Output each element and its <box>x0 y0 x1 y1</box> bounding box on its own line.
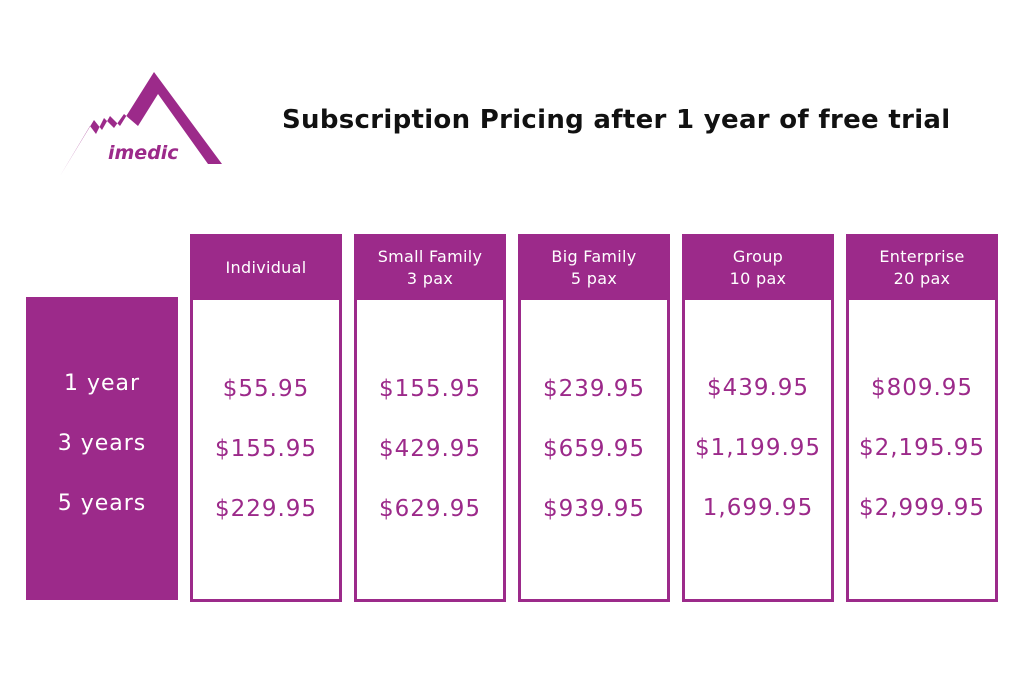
price-3-years: $659.95 <box>542 436 646 462</box>
period-label: 1 year <box>63 371 141 396</box>
plan-group: Group 10 pax $439.95 $1,199.95 1,699.95 <box>682 234 834 602</box>
logo: imedic <box>58 68 228 178</box>
plan-individual: Individual $55.95 $155.95 $229.95 <box>190 234 342 602</box>
price-1-year: $155.95 <box>378 376 482 402</box>
plan-header: Enterprise 20 pax <box>846 234 998 302</box>
plan-size: 20 pax <box>893 269 951 288</box>
plan-name: Individual <box>225 258 307 277</box>
period-label: 3 years <box>57 431 147 456</box>
price-1-year: $439.95 <box>706 375 810 401</box>
period-label: 5 years <box>57 491 147 516</box>
plan-size: 5 pax <box>570 269 618 288</box>
plan-body: $55.95 $155.95 $229.95 <box>190 300 342 602</box>
plan-size: 10 pax <box>729 269 787 288</box>
plan-size: 3 pax <box>406 269 454 288</box>
price-5-years: $629.95 <box>378 496 482 522</box>
price-5-years: $2,999.95 <box>858 495 986 521</box>
mountain-logo-icon <box>60 72 222 176</box>
plan-body: $155.95 $429.95 $629.95 <box>354 300 506 602</box>
plan-body: $809.95 $2,195.95 $2,999.95 <box>846 300 998 602</box>
plan-header: Big Family 5 pax <box>518 234 670 302</box>
price-3-years: $155.95 <box>214 436 318 462</box>
plan-body: $239.95 $659.95 $939.95 <box>518 300 670 602</box>
price-5-years: $229.95 <box>214 496 318 522</box>
price-5-years: $939.95 <box>542 496 646 522</box>
plan-name: Small Family <box>377 247 483 266</box>
price-1-year: $239.95 <box>542 376 646 402</box>
plan-header: Group 10 pax <box>682 234 834 302</box>
period-panel: 1 year 3 years 5 years <box>26 297 178 600</box>
price-1-year: $55.95 <box>222 376 310 402</box>
plan-body: $439.95 $1,199.95 1,699.95 <box>682 300 834 602</box>
plan-name: Big Family <box>551 247 637 266</box>
plan-enterprise: Enterprise 20 pax $809.95 $2,195.95 $2,9… <box>846 234 998 602</box>
plan-big-family: Big Family 5 pax $239.95 $659.95 $939.95 <box>518 234 670 602</box>
plan-name: Group <box>732 247 784 266</box>
price-1-year: $809.95 <box>870 375 974 401</box>
logo-text: imedic <box>108 142 179 164</box>
plan-small-family: Small Family 3 pax $155.95 $429.95 $629.… <box>354 234 506 602</box>
page-title: Subscription Pricing after 1 year of fre… <box>282 105 951 135</box>
price-5-years: 1,699.95 <box>702 495 814 521</box>
plan-name: Enterprise <box>879 247 965 266</box>
plan-header: Small Family 3 pax <box>354 234 506 302</box>
price-3-years: $1,199.95 <box>694 435 822 461</box>
price-3-years: $429.95 <box>378 436 482 462</box>
plan-header: Individual <box>190 234 342 302</box>
price-3-years: $2,195.95 <box>858 435 986 461</box>
